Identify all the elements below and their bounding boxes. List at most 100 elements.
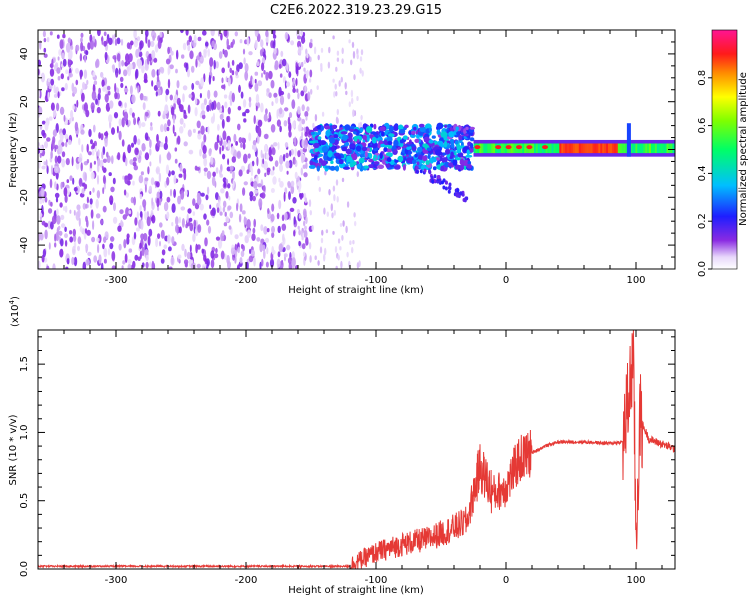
spectrogram-cell: [309, 69, 313, 78]
spectrogram-cell: [341, 146, 348, 152]
spectrogram-cell: [312, 127, 319, 132]
spectrogram-cell: [54, 155, 58, 164]
spectrogram-cell: [272, 41, 276, 49]
spectrogram-cell: [297, 225, 300, 230]
spectrogram-cell: [118, 118, 123, 127]
spectrogram-cell: [377, 164, 385, 169]
spectrogram-cell: [137, 138, 141, 146]
spectrogram-cell: [97, 30, 101, 37]
spectrogram-cell: [268, 111, 271, 121]
spectrogram-cell: [131, 112, 135, 118]
spectrogram-cell: [209, 57, 214, 67]
spectrogram-cell: [261, 258, 264, 267]
spectrogram-cell: [223, 180, 227, 188]
spectrogram-cell: [227, 205, 232, 211]
spectrogram-cell: [361, 146, 368, 152]
spectrogram-cell: [163, 123, 168, 133]
spectrogram-cell: [170, 256, 175, 266]
spectrogram-cell: [144, 211, 148, 220]
spectrogram-cell: [93, 160, 96, 165]
spectrogram-cell: [588, 143, 591, 154]
spectrogram-cell: [103, 31, 107, 37]
spectrogram-cell: [495, 145, 502, 150]
spectrogram-cell: [156, 88, 162, 96]
spectrogram-cell: [323, 207, 326, 215]
spectrogram-cell: [102, 158, 107, 163]
spectrogram-cell: [368, 158, 375, 163]
spectrogram-cell: [260, 102, 264, 113]
spectrogram-cell: [95, 198, 99, 209]
spectrogram-cell: [221, 77, 224, 84]
spectrogram-cell: [73, 234, 77, 242]
spectrogram-cell: [101, 151, 104, 160]
spectrogram-cell: [84, 54, 87, 63]
spectrogram-cell: [195, 58, 198, 68]
spectrogram-cell: [301, 131, 304, 139]
spectrogram-cell: [455, 193, 459, 198]
spectrogram-cell: [351, 97, 354, 105]
spectrogram-cell: [114, 56, 117, 63]
spectrogram-cell: [91, 236, 96, 243]
spectrogram-cell: [551, 143, 554, 154]
spectrogram-cell: [460, 132, 465, 136]
spectrogram-cell: [473, 143, 476, 154]
spectrogram-cell: [314, 255, 317, 260]
spectrogram-cell: [123, 189, 127, 196]
spectrogram-cell: [100, 133, 104, 141]
spectrogram-cell: [130, 142, 135, 148]
spectrogram-cell: [97, 244, 100, 254]
spectrogram-cell: [356, 96, 359, 101]
spectrogram-cell: [397, 155, 404, 163]
spectrogram-cell: [149, 139, 152, 149]
spectrogram-cell: [128, 210, 132, 215]
spectrogram-cell: [256, 61, 260, 67]
spectrogram-cell: [133, 135, 137, 145]
spectrogram-cell: [165, 58, 171, 65]
spectrogram-cell: [94, 145, 97, 152]
spectrogram-cell: [422, 155, 428, 162]
spectrogram-cell: [206, 170, 212, 180]
spectrogram-cell: [344, 82, 347, 90]
spectrogram-cell: [246, 169, 250, 174]
spectrogram-cell: [334, 246, 338, 253]
spectrogram-cell: [207, 126, 210, 135]
spectrogram-cell: [69, 209, 72, 214]
spectrogram-cell: [672, 143, 675, 154]
spectrogram-cell: [203, 167, 208, 172]
spectrogram-cell: [604, 143, 607, 154]
spectrogram-cell: [287, 116, 291, 126]
spectrogram-cell: [602, 143, 605, 154]
spectrogram-cell: [211, 176, 216, 187]
spectrogram-cell: [89, 198, 93, 205]
spectrogram-cell: [329, 137, 336, 144]
spectrogram-cell: [217, 123, 220, 131]
spectrogram-cell: [229, 211, 234, 219]
spectrogram-cell: [302, 208, 307, 218]
spectrogram-cell: [271, 245, 275, 255]
spectrogram-cell: [356, 48, 359, 56]
spectrogram-cell: [87, 151, 92, 156]
spectrogram-cell: [253, 256, 256, 267]
spectrogram-cell: [208, 74, 212, 85]
spectrogram-cell: [207, 225, 212, 234]
spectrogram-cell: [571, 143, 574, 154]
spectrogram-cell: [183, 141, 188, 147]
spectrogram-cell: [454, 164, 461, 170]
spectrogram-cell: [266, 88, 270, 93]
spectrogram-cell: [132, 260, 136, 269]
spectrogram-cell: [455, 126, 459, 131]
spectrogram-cell: [82, 81, 86, 91]
spectrogram-cell: [262, 158, 265, 165]
spectrogram-cell: [362, 134, 368, 140]
spectrogram-cell: [406, 157, 413, 164]
spectrogram-cell: [199, 56, 203, 62]
spectrogram-cell: [49, 31, 53, 36]
spectrogram-cell: [151, 260, 155, 269]
spectrogram-cell: [380, 143, 385, 148]
spectrogram-cell: [158, 172, 162, 183]
spectrogram-cell: [144, 177, 149, 182]
spectrogram-cell: [39, 199, 43, 205]
spectrogram-cell: [100, 71, 104, 78]
spectrogram-cell: [565, 143, 568, 154]
spectrogram-cell: [428, 139, 434, 144]
